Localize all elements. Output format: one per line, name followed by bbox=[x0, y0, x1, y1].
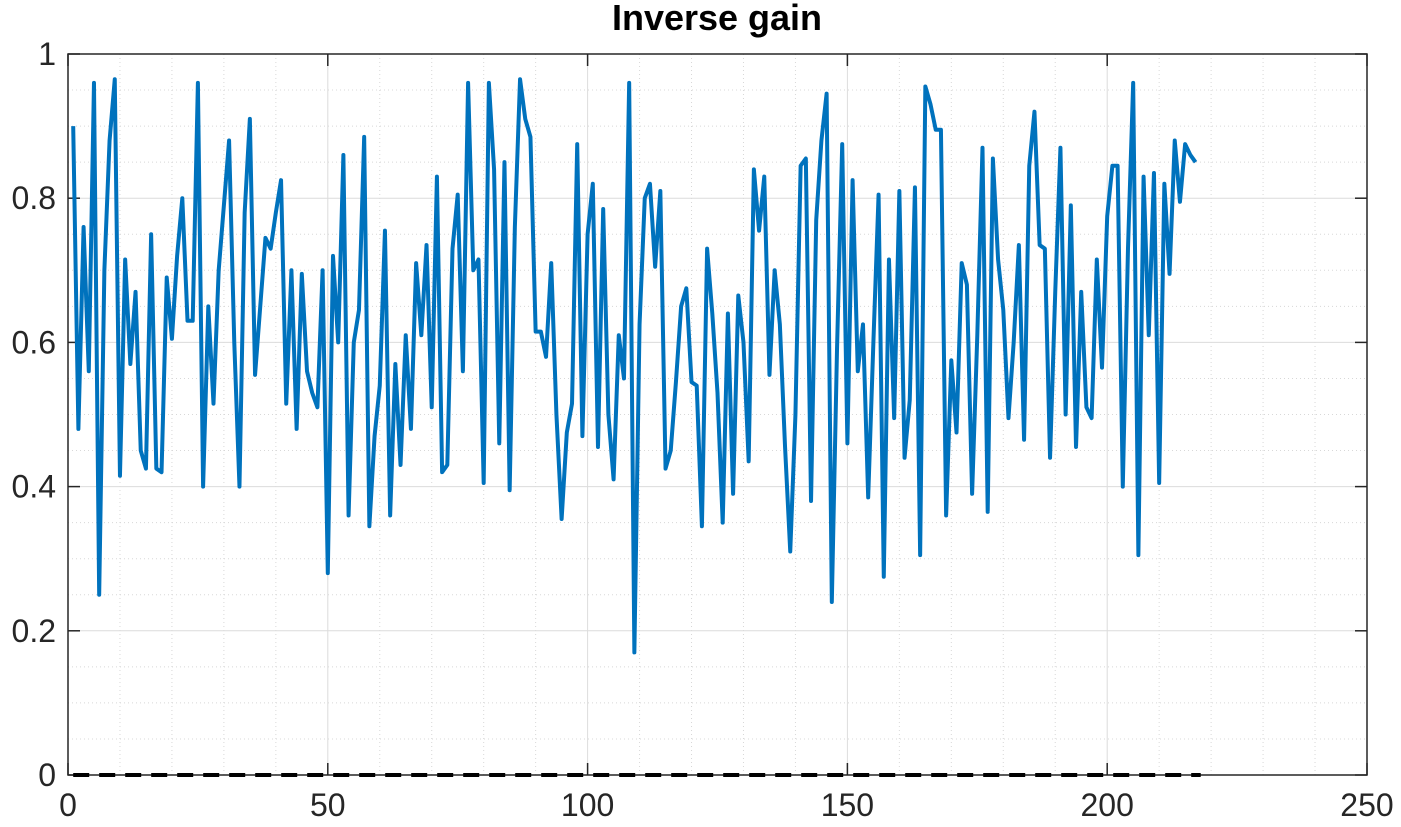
x-tick-label: 0 bbox=[59, 787, 77, 823]
x-tick-label: 50 bbox=[310, 787, 346, 823]
y-tick-label: 0.2 bbox=[12, 613, 56, 649]
x-tick-label: 250 bbox=[1340, 787, 1393, 823]
y-tick-label: 0.6 bbox=[12, 324, 56, 360]
x-tick-label: 200 bbox=[1081, 787, 1134, 823]
x-tick-label: 100 bbox=[561, 787, 614, 823]
line-series bbox=[71, 77, 1198, 655]
axes-box bbox=[67, 53, 1368, 776]
chart-title: Inverse gain bbox=[612, 0, 822, 38]
y-tick-label: 0 bbox=[38, 757, 56, 793]
y-tick-label: 0.4 bbox=[12, 469, 56, 505]
x-tick-label: 150 bbox=[821, 787, 874, 823]
y-tick-label: 0.8 bbox=[12, 180, 56, 216]
y-tick-label: 1 bbox=[38, 36, 56, 72]
